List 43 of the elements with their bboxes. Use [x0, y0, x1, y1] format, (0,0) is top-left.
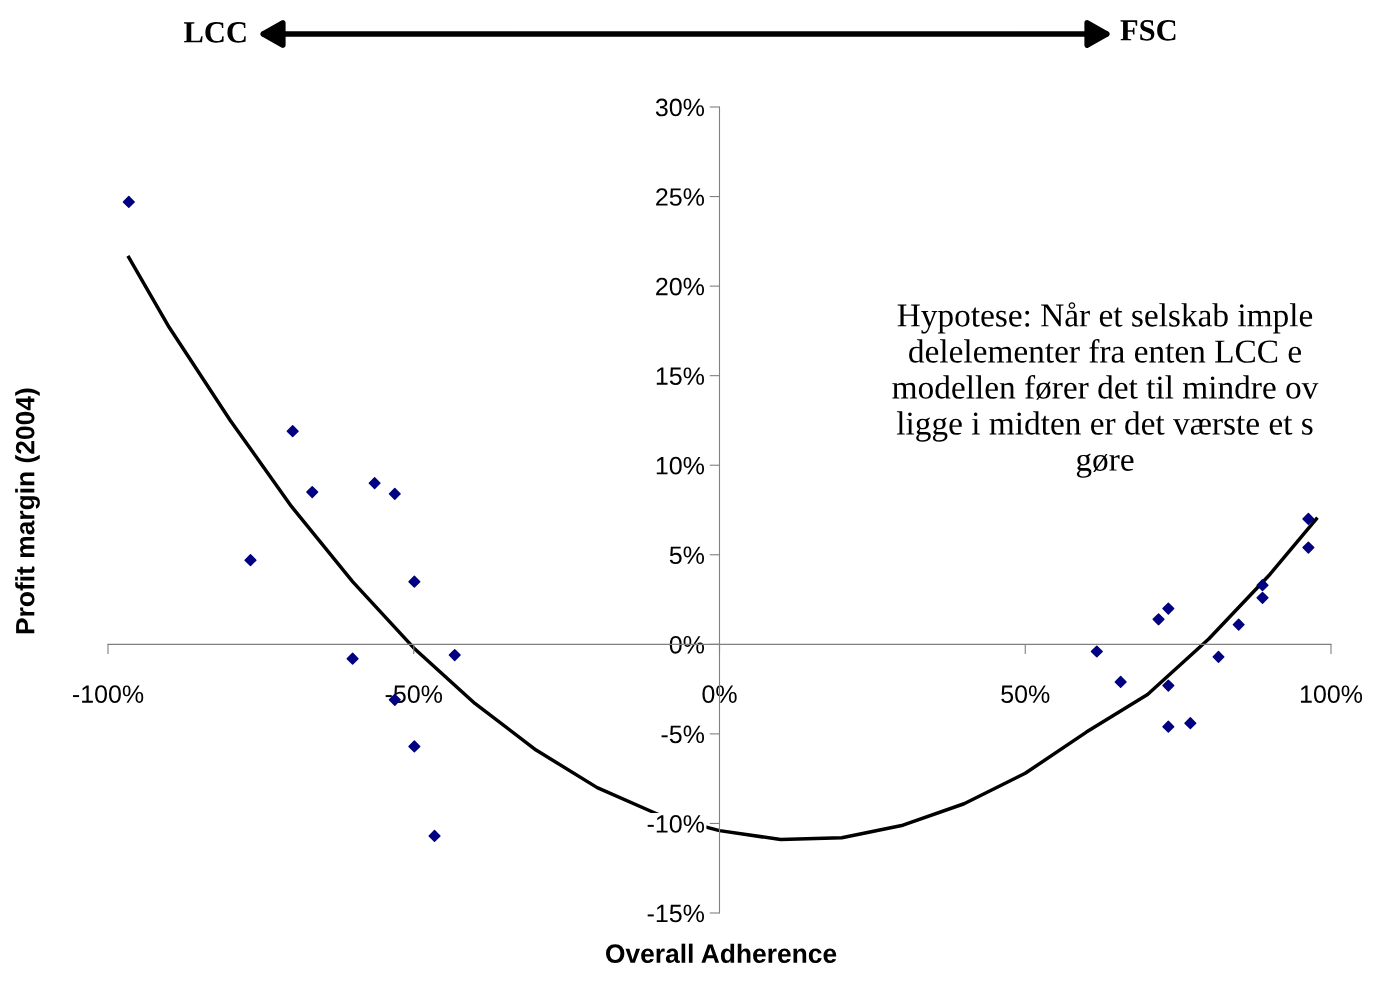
- text: LCC: [184, 22, 246, 43]
- y-tick-label: 20%: [656, 277, 705, 296]
- point: [368, 477, 381, 490]
- point: [388, 487, 401, 500]
- point: [1212, 650, 1225, 663]
- y-tick-label: 10%: [656, 456, 705, 475]
- text: FSC: [1120, 20, 1176, 41]
- point: [1162, 679, 1175, 692]
- y-tick-label: 15%: [656, 367, 705, 385]
- point: [1162, 720, 1175, 733]
- x-tick-label: 50%: [1001, 685, 1050, 703]
- point: [1302, 512, 1315, 526]
- y-tick-label: -15%: [647, 904, 705, 923]
- x-tick-label: 100%: [1300, 685, 1363, 703]
- point: [286, 425, 299, 438]
- x-tick-label: 0%: [702, 685, 737, 703]
- x-tick-label: -50%: [385, 685, 443, 703]
- point: [1256, 579, 1269, 592]
- point: [1090, 645, 1103, 658]
- annotation: Hypotese: Når et selskab imple delelementer fra enten LCC e modellen fører det til mindre ov ligge i midten er det værste et s gøre: [892, 302, 1319, 478]
- x-tick-label: -100%: [72, 685, 144, 703]
- point: [1256, 591, 1269, 604]
- y-tick-label: -10%: [647, 815, 705, 833]
- y-tick-label: 5%: [669, 546, 705, 565]
- point: [1184, 717, 1197, 730]
- point: [448, 649, 461, 662]
- point: [346, 652, 359, 665]
- point: [1152, 613, 1165, 626]
- point: [244, 554, 257, 567]
- point: [1162, 602, 1175, 615]
- y-tick-label: 30%: [655, 98, 705, 117]
- x-axis-title: Overall Adherence: [606, 943, 837, 964]
- y-axis-title: Profit margin (2004): [15, 388, 40, 634]
- point: [306, 486, 319, 499]
- point: [1114, 675, 1127, 689]
- point: [408, 575, 421, 588]
- point: [1302, 541, 1315, 554]
- point: [1232, 618, 1245, 631]
- point: [428, 829, 441, 843]
- point: [122, 195, 135, 209]
- point: [408, 740, 421, 753]
- y-tick-label: -5%: [661, 725, 705, 744]
- y-tick-label: 25%: [656, 188, 705, 206]
